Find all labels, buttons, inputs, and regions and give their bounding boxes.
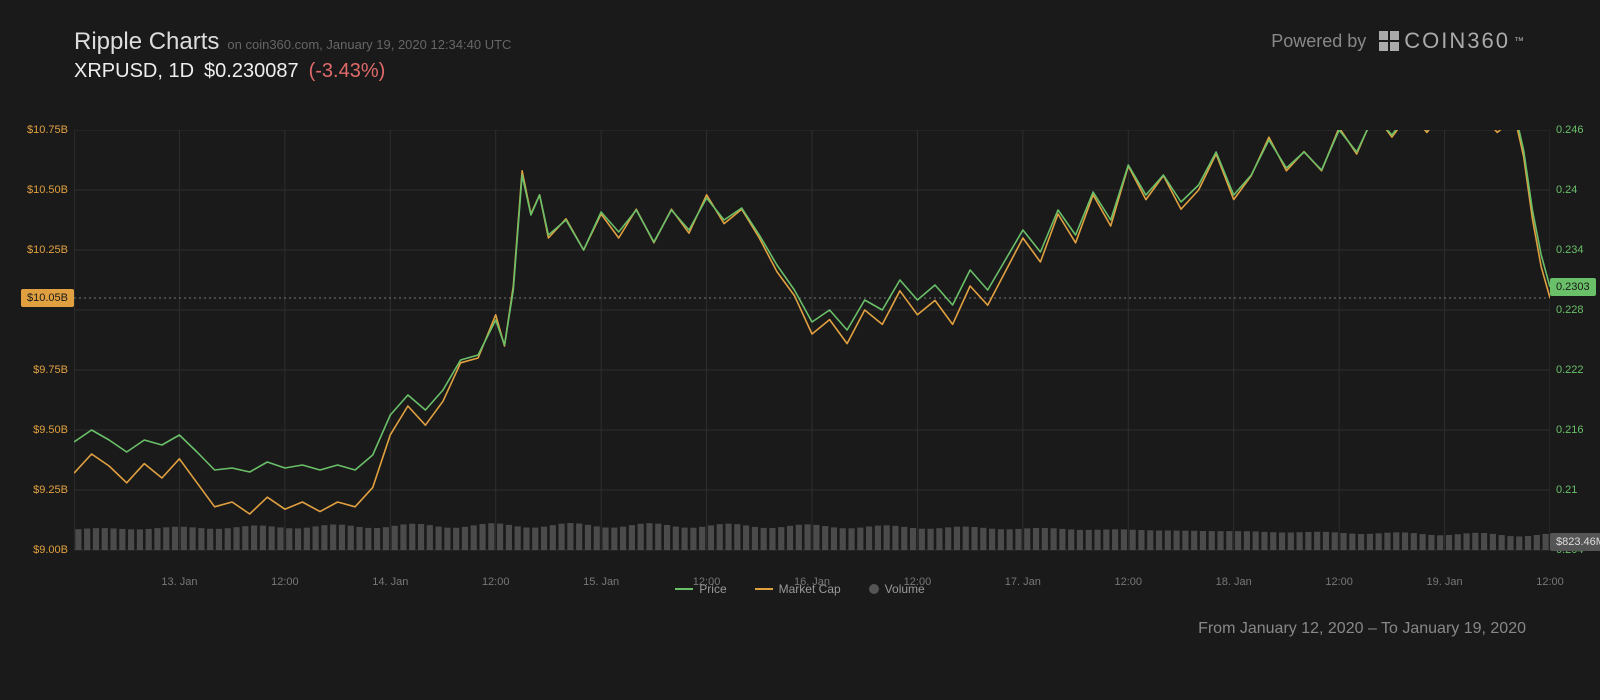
legend-marketcap-label: Market Cap (779, 582, 841, 596)
powered-by-label: Powered by (1271, 31, 1366, 52)
y-left-tick-label: $10.75B (27, 124, 68, 136)
y-left-tick-label: $9.75B (33, 364, 68, 376)
legend-volume-label: Volume (885, 582, 925, 596)
legend-price: Price (675, 582, 726, 596)
ticker-price: $0.230087 (204, 60, 299, 83)
chart-subtitle: on coin360.com, January 19, 2020 12:34:4… (227, 37, 511, 52)
legend-volume: Volume (869, 582, 925, 596)
ticker-change: (-3.43%) (309, 60, 386, 83)
y-right-tick-label: 0.246 (1556, 124, 1584, 136)
chart-title: Ripple Charts (74, 28, 219, 56)
volume-swatch (869, 584, 879, 594)
y-left-tick-label: $10.25B (27, 244, 68, 256)
y-right-tick-label: 0.234 (1556, 244, 1584, 256)
brand-tm: ™ (1514, 36, 1526, 47)
price-chart[interactable]: 13. Jan12:0014. Jan12:0015. Jan12:0016. … (74, 130, 1550, 570)
y-left-tick-label: $9.25B (33, 484, 68, 496)
y-left-tick-label: $9.50B (33, 424, 68, 436)
y-right-tick-label: 0.21 (1556, 484, 1577, 496)
y-left-tick-label: $10.50B (27, 184, 68, 196)
brand-icon (1378, 30, 1400, 52)
y-left-tick-label: $9.00B (33, 544, 68, 556)
y-right-tick-label: 0.228 (1556, 304, 1584, 316)
current-price-badge: 0.2303 (1550, 278, 1596, 296)
legend-price-label: Price (699, 582, 726, 596)
powered-by: Powered by COIN360 ™ (1271, 28, 1526, 54)
header: Ripple Charts on coin360.com, January 19… (0, 0, 1600, 93)
ticker-symbol: XRPUSD, 1D (74, 60, 194, 83)
price-swatch (675, 588, 693, 590)
y-right-tick-label: 0.222 (1556, 364, 1584, 376)
marketcap-swatch (755, 588, 773, 590)
legend: Price Market Cap Volume (0, 582, 1600, 596)
date-range: From January 12, 2020 – To January 19, 2… (1198, 620, 1526, 638)
brand-name: COIN360 (1404, 28, 1510, 54)
current-marketcap-badge: $10.05B (21, 289, 74, 307)
legend-marketcap: Market Cap (755, 582, 841, 596)
header-left: Ripple Charts on coin360.com, January 19… (74, 28, 511, 83)
y-right-tick-label: 0.216 (1556, 424, 1584, 436)
y-right-tick-label: 0.24 (1556, 184, 1577, 196)
brand-logo: COIN360 ™ (1378, 28, 1526, 54)
current-volume-badge: $823.46M (1550, 533, 1600, 551)
